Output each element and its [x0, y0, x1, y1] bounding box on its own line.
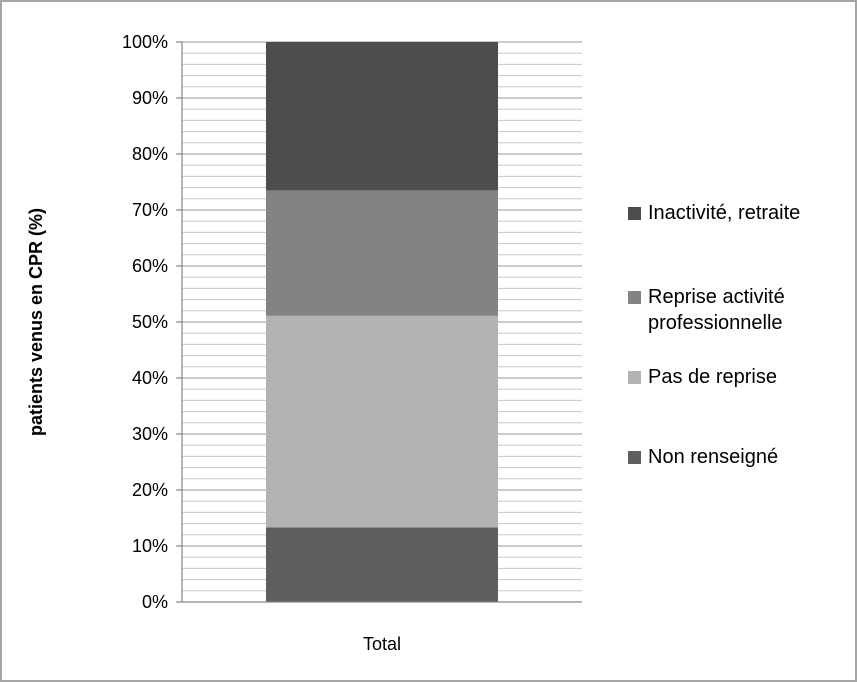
legend-swatch: [628, 371, 641, 384]
legend-item: Pas de reprise: [628, 366, 777, 388]
y-tick-label: 20%: [132, 480, 168, 500]
bar-segments: [266, 42, 498, 602]
y-tick-label: 50%: [132, 312, 168, 332]
bar-segment-4: [266, 42, 498, 191]
y-tick-label: 70%: [132, 200, 168, 220]
legend-label: Non renseigné: [648, 446, 778, 468]
legend-item: Non renseigné: [628, 446, 778, 468]
legend-label: Reprise activité: [648, 286, 785, 308]
legend-item: Inactivité, retraite: [628, 202, 800, 224]
y-tick-label: 60%: [132, 256, 168, 276]
y-tick-label: 80%: [132, 144, 168, 164]
y-tick-label: 100%: [122, 32, 168, 52]
x-tick-labels: Total: [363, 634, 401, 654]
y-tick-label: 40%: [132, 368, 168, 388]
y-axis-title: patients venus en CPR (%): [26, 208, 46, 436]
y-tick-label: 90%: [132, 88, 168, 108]
legend-label: professionnelle: [648, 312, 783, 334]
x-tick-label: Total: [363, 634, 401, 654]
y-tick-label: 30%: [132, 424, 168, 444]
legend: Inactivité, retraite Reprise activité prof…: [628, 202, 800, 468]
y-tick-label: 10%: [132, 536, 168, 556]
bar-segment-1: [266, 527, 498, 602]
y-tick-label: 0%: [142, 592, 168, 612]
legend-swatch: [628, 451, 641, 464]
legend-item: Reprise activité professionnelle: [628, 286, 785, 334]
legend-swatch: [628, 207, 641, 220]
bar-segment-2: [266, 315, 498, 528]
y-tick-labels: 0% 10% 20% 30% 40% 50% 60% 70% 80% 90% 100%: [122, 32, 182, 612]
bar-segment-3: [266, 190, 498, 316]
legend-label: Pas de reprise: [648, 366, 777, 388]
legend-swatch: [628, 291, 641, 304]
legend-label: Inactivité, retraite: [648, 202, 800, 224]
